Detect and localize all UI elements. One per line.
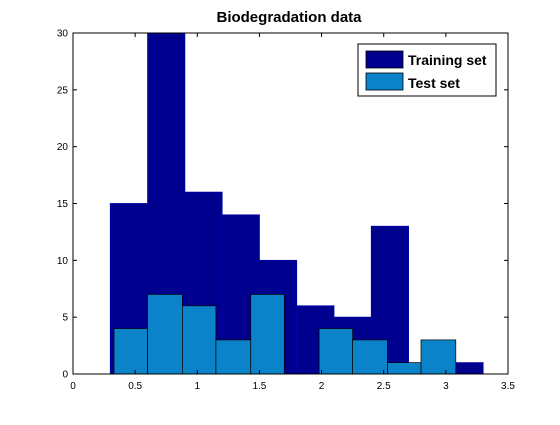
y-tick-label: 5 xyxy=(62,313,68,324)
x-tick-label: 0 xyxy=(70,381,76,392)
test-bar-2 xyxy=(147,294,183,375)
test-bar-1 xyxy=(113,328,148,375)
test-set-bars xyxy=(113,294,457,375)
y-tick-label: 30 xyxy=(57,29,69,40)
y-axis-ticks: 0 5 10 15 20 25 30 xyxy=(57,29,508,381)
x-tick-label: 3 xyxy=(443,381,449,392)
y-tick-label: 10 xyxy=(57,256,69,267)
test-bar-10 xyxy=(420,339,457,375)
x-tick-label: 3.5 xyxy=(501,381,515,392)
y-tick-label: 20 xyxy=(57,142,69,153)
x-tick-label: 0.5 xyxy=(128,381,142,392)
legend-label-training: Training set xyxy=(408,52,487,68)
x-tick-label: 2.5 xyxy=(377,381,391,392)
test-bar-4 xyxy=(215,339,252,375)
legend-label-test: Test set xyxy=(408,75,460,91)
test-bar-9 xyxy=(387,362,422,375)
test-bar-5 xyxy=(250,294,285,375)
x-tick-label: 1 xyxy=(195,381,201,392)
x-tick-label: 2 xyxy=(319,381,325,392)
legend-swatch-training xyxy=(365,50,404,69)
x-tick-label: 1.5 xyxy=(252,381,266,392)
legend: Training set Test set xyxy=(357,43,497,97)
x-axis-ticks: 0 0.5 1 1.5 2 2.5 3 3.5 xyxy=(70,33,515,392)
y-tick-label: 15 xyxy=(57,199,69,210)
chart-title: Biodegradation data xyxy=(216,9,362,26)
legend-swatch-test xyxy=(365,72,404,91)
y-tick-label: 0 xyxy=(62,370,68,381)
y-tick-label: 25 xyxy=(57,85,69,96)
test-bar-3 xyxy=(182,305,217,375)
test-bar-8 xyxy=(352,339,388,375)
test-bar-7 xyxy=(318,328,353,375)
